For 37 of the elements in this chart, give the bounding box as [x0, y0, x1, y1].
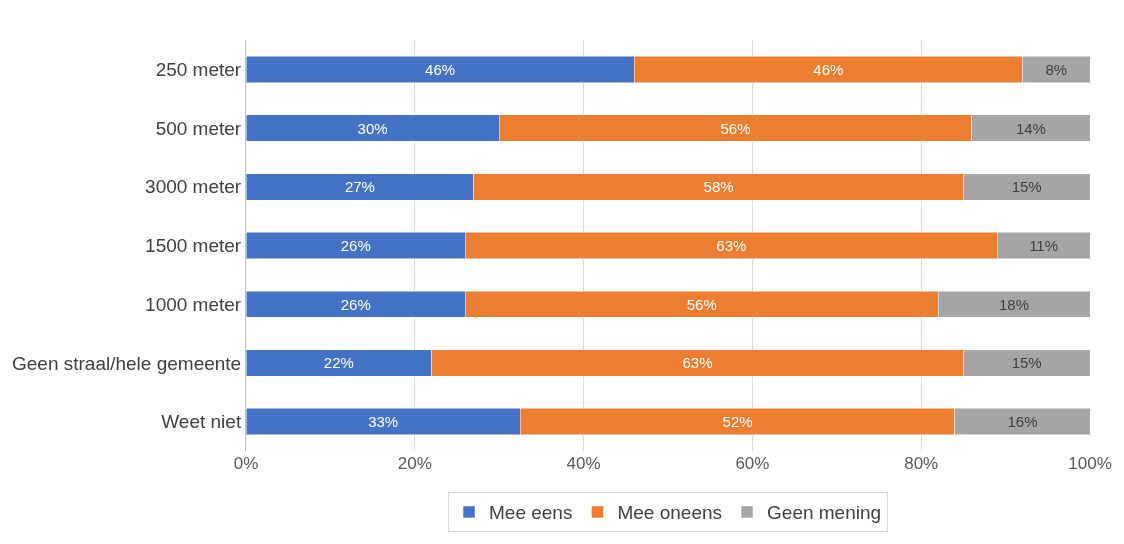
data-label: 27%	[344, 178, 375, 196]
x-tick-label: 80%	[904, 454, 939, 473]
x-tick-label: 60%	[735, 454, 770, 473]
y-tick-label: 500 meter	[155, 117, 242, 139]
data-label: 63%	[682, 354, 713, 372]
x-tick-label: 100%	[1068, 454, 1112, 473]
y-tick-label: Weet niet	[161, 411, 242, 433]
y-tick-label: 250 meter	[155, 59, 242, 81]
y-tick-label: 3000 meter	[145, 176, 242, 198]
data-label: 30%	[357, 119, 388, 137]
data-label: 11%	[1029, 237, 1059, 254]
data-label: 63%	[716, 237, 747, 254]
x-tick-label: 40%	[566, 454, 601, 473]
data-label: 46%	[425, 60, 456, 78]
data-label: 16%	[1007, 413, 1038, 431]
data-label: 52%	[722, 413, 753, 431]
data-label: 56%	[686, 295, 717, 313]
data-label: 8%	[1045, 60, 1068, 78]
data-label: 26%	[340, 295, 371, 313]
data-label: 58%	[703, 178, 734, 196]
data-label: 22%	[323, 354, 354, 372]
data-label: 26%	[340, 237, 371, 254]
legend-label: Mee eens	[489, 502, 573, 524]
data-label: 15%	[1011, 178, 1042, 196]
data-label: 14%	[1015, 119, 1046, 137]
y-tick-label: 1000 meter	[145, 293, 242, 315]
legend-label: Geen mening	[767, 502, 882, 524]
data-label: 18%	[999, 295, 1030, 313]
data-label: 15%	[1011, 354, 1042, 372]
data-label: 46%	[813, 60, 844, 78]
x-tick-label: 0%	[233, 454, 259, 473]
y-tick-label: Geen straal/hele gemeente	[11, 352, 242, 374]
legend-label: Mee oneens	[617, 502, 723, 524]
data-label: 33%	[368, 413, 399, 431]
data-label: 56%	[720, 119, 751, 137]
y-tick-label: 1500 meter	[145, 235, 242, 257]
x-tick-label: 20%	[397, 454, 432, 473]
